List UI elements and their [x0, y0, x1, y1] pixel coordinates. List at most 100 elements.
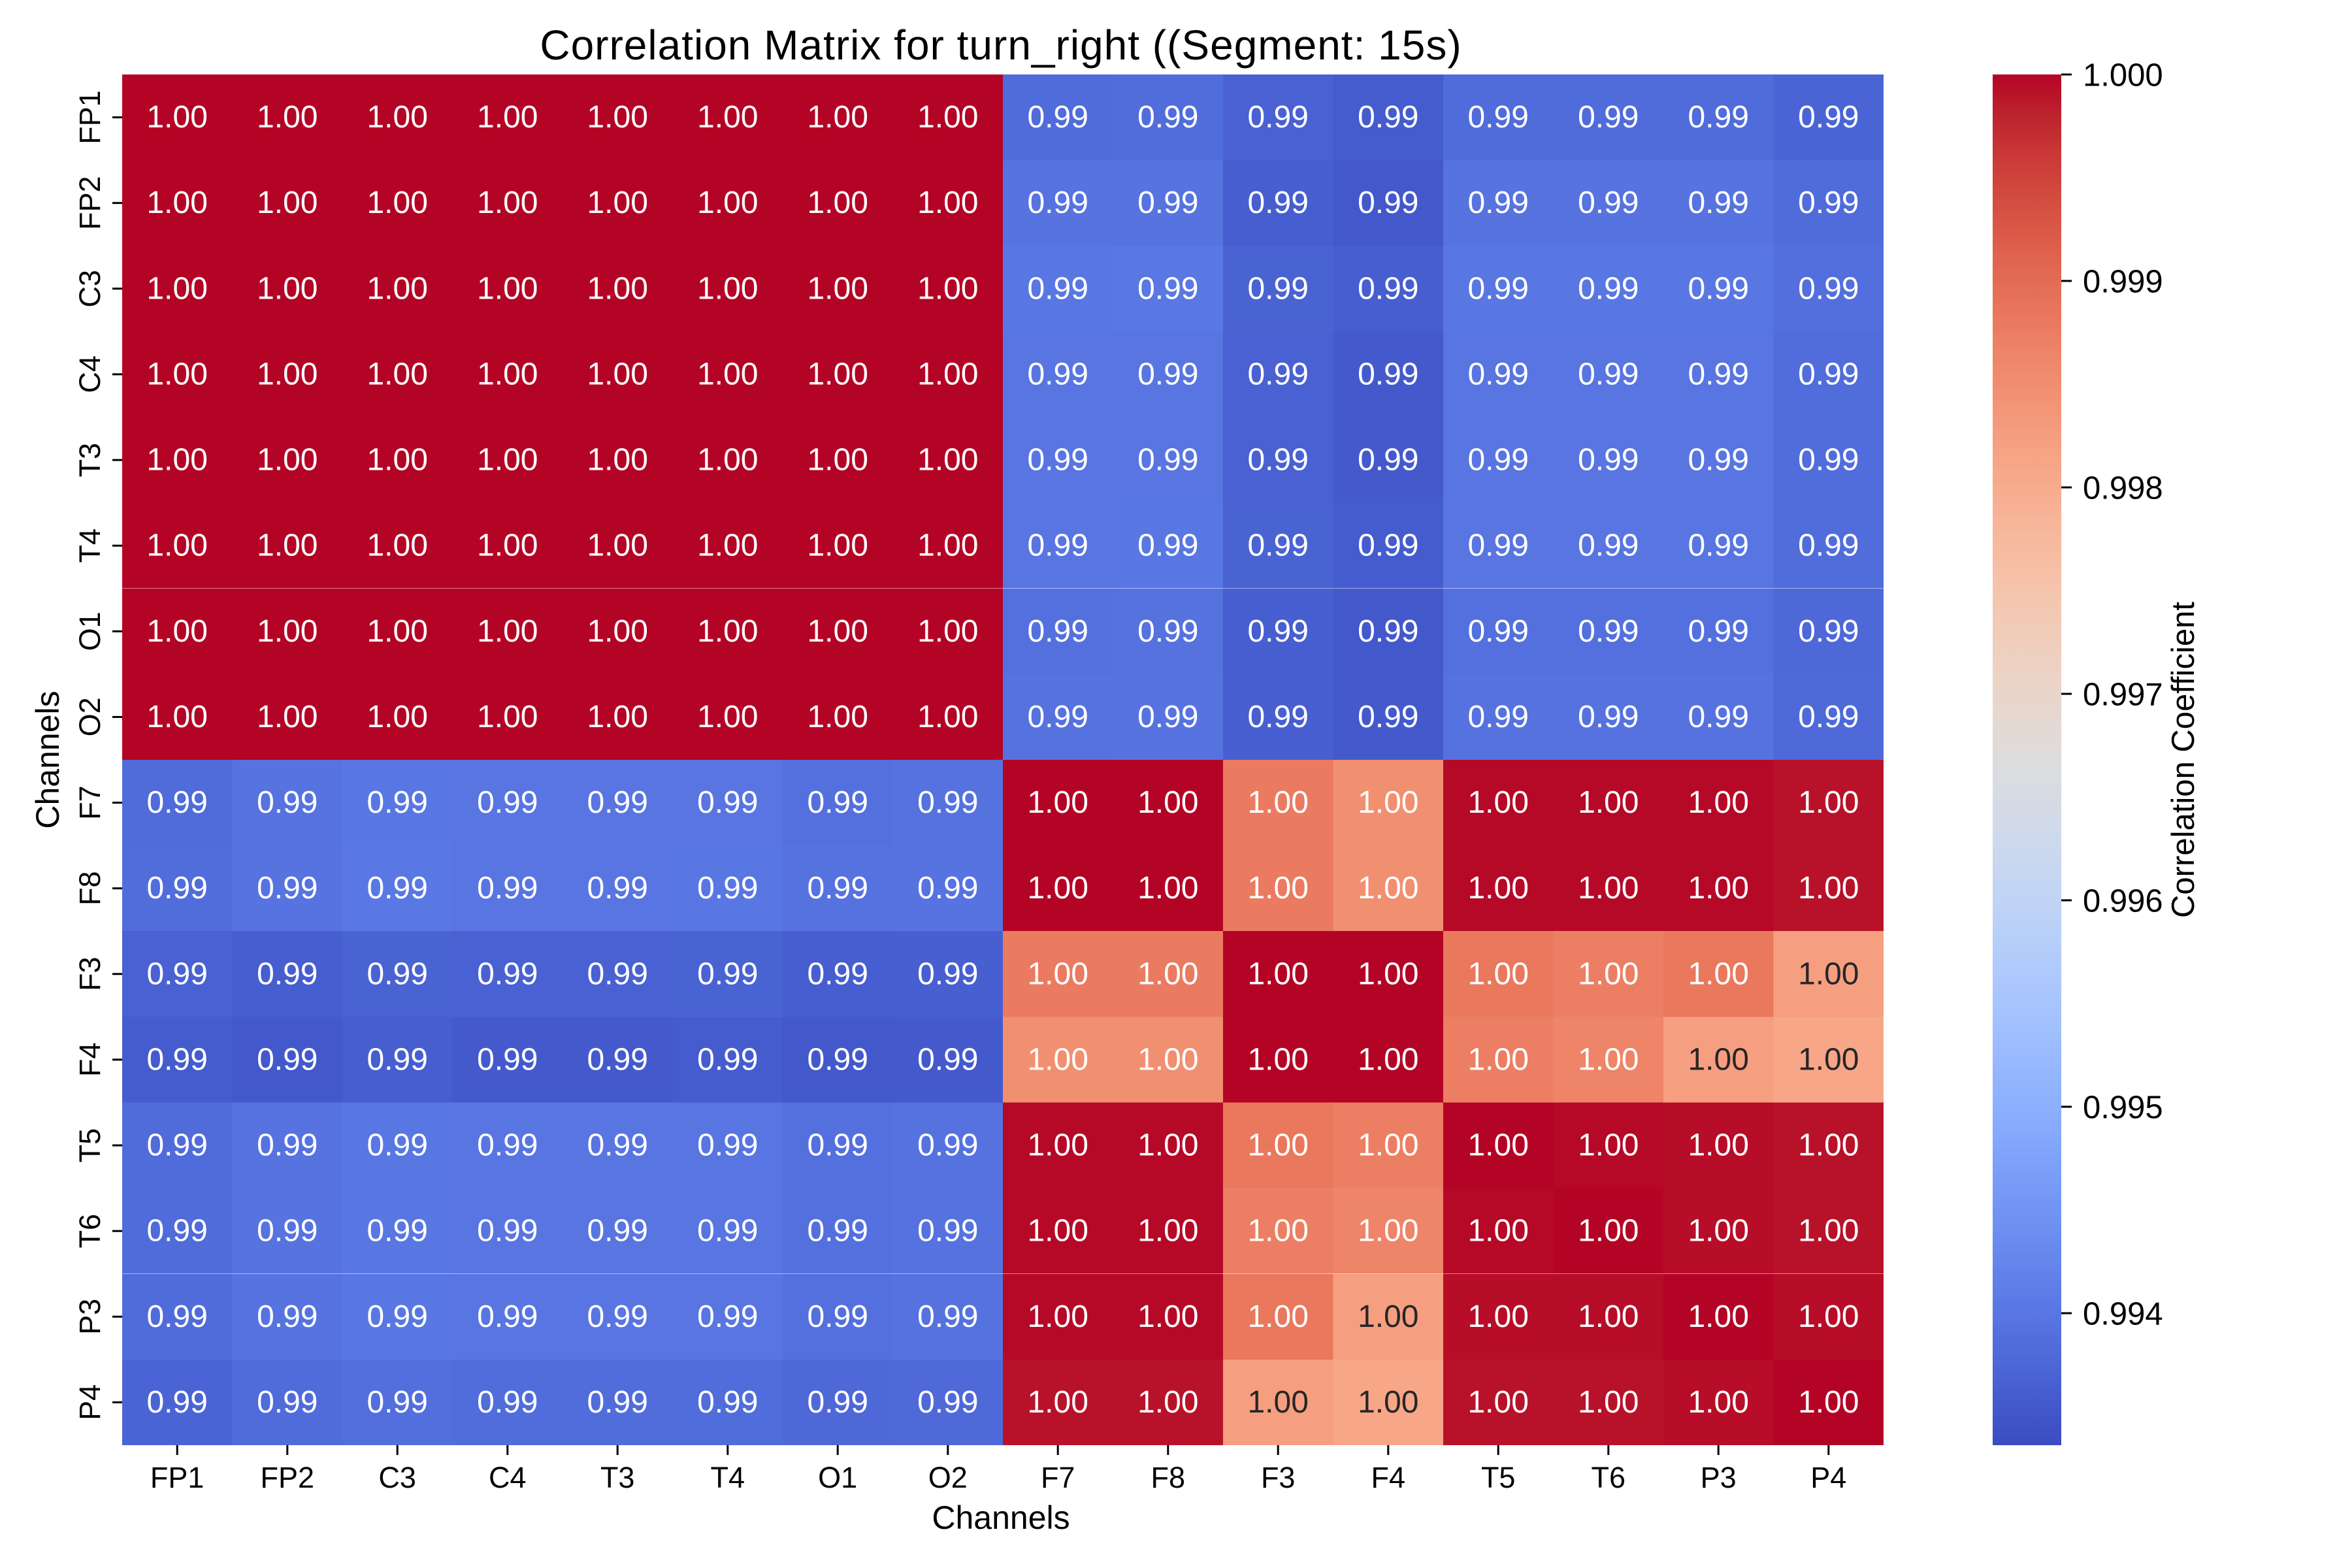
svg-text:1.00: 1.00: [917, 614, 978, 649]
svg-text:0.99: 0.99: [477, 1214, 538, 1249]
svg-text:0.99: 0.99: [367, 1042, 427, 1077]
svg-text:F8: F8: [73, 871, 106, 906]
svg-text:1.00: 1.00: [807, 700, 868, 734]
svg-text:1.00: 1.00: [367, 700, 427, 734]
svg-text:0.99: 0.99: [1247, 271, 1308, 306]
svg-text:0.99: 0.99: [697, 785, 758, 820]
svg-text:0.99: 0.99: [1578, 357, 1639, 391]
svg-text:0.99: 0.99: [1798, 100, 1859, 135]
svg-text:0.99: 0.99: [1578, 186, 1639, 220]
svg-text:0.99: 0.99: [477, 1385, 538, 1420]
svg-text:1.00: 1.00: [146, 614, 207, 649]
svg-text:0.99: 0.99: [146, 871, 207, 906]
svg-text:1.00: 1.00: [1027, 1128, 1088, 1163]
svg-text:0.99: 0.99: [1247, 700, 1308, 734]
svg-text:0.99: 0.99: [1137, 100, 1198, 135]
svg-text:1.00: 1.00: [697, 100, 758, 135]
svg-text:1.00: 1.00: [1467, 1042, 1528, 1077]
svg-text:T6: T6: [73, 1214, 106, 1249]
svg-text:1.00: 1.00: [1688, 871, 1748, 906]
svg-text:0.99: 0.99: [257, 1299, 318, 1334]
svg-text:0.99: 0.99: [477, 871, 538, 906]
svg-text:0.99: 0.99: [697, 871, 758, 906]
svg-text:0.99: 0.99: [477, 785, 538, 820]
svg-text:0.99: 0.99: [807, 1128, 868, 1163]
svg-text:0.99: 0.99: [1578, 271, 1639, 306]
svg-text:0.99: 0.99: [587, 1299, 647, 1334]
svg-text:F8: F8: [1151, 1461, 1186, 1494]
svg-text:0.99: 0.99: [1798, 700, 1859, 734]
svg-text:0.99: 0.99: [807, 785, 868, 820]
svg-text:1.00: 1.00: [587, 100, 647, 135]
svg-text:0.997: 0.997: [2083, 678, 2163, 713]
svg-text:1.00: 1.00: [1798, 1385, 1859, 1420]
svg-text:0.99: 0.99: [1688, 357, 1748, 391]
svg-text:1.00: 1.00: [1467, 1299, 1528, 1334]
svg-text:1.00: 1.00: [257, 614, 318, 649]
svg-text:1.00: 1.00: [697, 700, 758, 734]
svg-text:0.99: 0.99: [1467, 614, 1528, 649]
svg-text:0.99: 0.99: [146, 956, 207, 991]
svg-text:0.99: 0.99: [1027, 614, 1088, 649]
svg-text:0.99: 0.99: [1358, 614, 1418, 649]
svg-text:1.000: 1.000: [2083, 58, 2163, 93]
svg-text:1.00: 1.00: [1578, 956, 1639, 991]
svg-text:0.99: 0.99: [1137, 529, 1198, 563]
svg-text:0.99: 0.99: [1467, 186, 1528, 220]
svg-text:0.99: 0.99: [1578, 100, 1639, 135]
svg-text:C3: C3: [378, 1461, 416, 1494]
svg-text:1.00: 1.00: [807, 271, 868, 306]
svg-text:0.99: 0.99: [1027, 529, 1088, 563]
svg-text:0.99: 0.99: [257, 1042, 318, 1077]
svg-text:1.00: 1.00: [807, 443, 868, 478]
svg-text:0.99: 0.99: [257, 871, 318, 906]
svg-text:0.99: 0.99: [1798, 357, 1859, 391]
svg-text:0.99: 0.99: [1027, 443, 1088, 478]
svg-text:1.00: 1.00: [1578, 785, 1639, 820]
svg-text:0.99: 0.99: [1358, 271, 1418, 306]
svg-text:1.00: 1.00: [367, 357, 427, 391]
svg-text:0.99: 0.99: [807, 956, 868, 991]
svg-text:1.00: 1.00: [257, 357, 318, 391]
svg-text:1.00: 1.00: [807, 357, 868, 391]
svg-text:0.99: 0.99: [367, 871, 427, 906]
svg-text:1.00: 1.00: [1358, 871, 1418, 906]
svg-text:0.994: 0.994: [2083, 1297, 2163, 1332]
svg-text:FP1: FP1: [150, 1461, 204, 1494]
svg-text:1.00: 1.00: [1467, 1128, 1528, 1163]
svg-text:1.00: 1.00: [1467, 871, 1528, 906]
svg-text:0.99: 0.99: [1247, 529, 1308, 563]
svg-text:0.99: 0.99: [1798, 271, 1859, 306]
svg-text:0.99: 0.99: [1137, 614, 1198, 649]
svg-text:T3: T3: [600, 1461, 635, 1494]
svg-text:0.99: 0.99: [257, 1214, 318, 1249]
svg-text:1.00: 1.00: [917, 271, 978, 306]
svg-text:1.00: 1.00: [1358, 1042, 1418, 1077]
svg-text:1.00: 1.00: [1247, 956, 1308, 991]
svg-text:1.00: 1.00: [1798, 871, 1859, 906]
svg-text:0.99: 0.99: [146, 1214, 207, 1249]
svg-text:P3: P3: [73, 1299, 106, 1335]
svg-text:1.00: 1.00: [1027, 1214, 1088, 1249]
svg-text:1.00: 1.00: [146, 700, 207, 734]
svg-text:0.99: 0.99: [477, 1128, 538, 1163]
svg-text:1.00: 1.00: [477, 271, 538, 306]
svg-text:1.00: 1.00: [1688, 1128, 1748, 1163]
svg-text:0.99: 0.99: [1247, 100, 1308, 135]
svg-text:1.00: 1.00: [477, 529, 538, 563]
svg-text:1.00: 1.00: [1798, 1214, 1859, 1249]
svg-text:0.99: 0.99: [807, 1299, 868, 1334]
svg-text:1.00: 1.00: [697, 271, 758, 306]
svg-text:0.99: 0.99: [477, 956, 538, 991]
svg-text:1.00: 1.00: [257, 700, 318, 734]
svg-text:0.99: 0.99: [697, 1214, 758, 1249]
svg-text:1.00: 1.00: [1358, 1385, 1418, 1420]
svg-text:1.00: 1.00: [367, 271, 427, 306]
svg-text:1.00: 1.00: [257, 271, 318, 306]
svg-text:1.00: 1.00: [1137, 956, 1198, 991]
svg-text:0.99: 0.99: [807, 1214, 868, 1249]
svg-text:1.00: 1.00: [367, 443, 427, 478]
svg-text:0.999: 0.999: [2083, 265, 2163, 300]
svg-text:0.99: 0.99: [1688, 271, 1748, 306]
svg-text:0.99: 0.99: [587, 1128, 647, 1163]
